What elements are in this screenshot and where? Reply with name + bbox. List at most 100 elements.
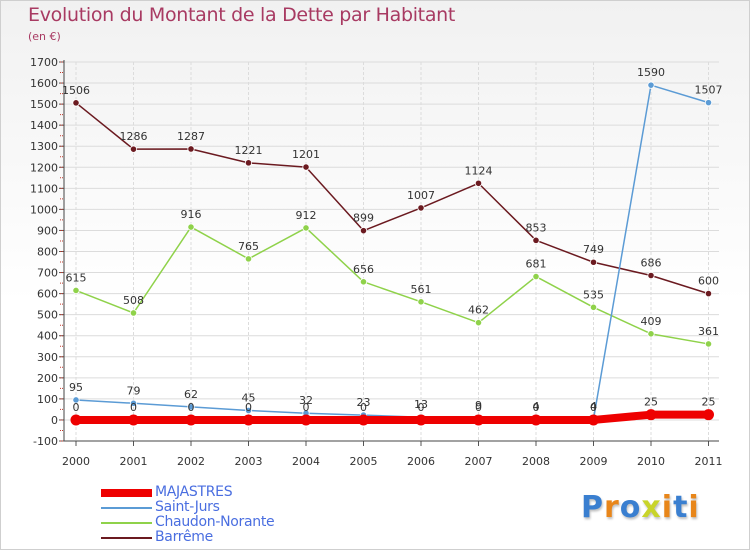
data-label-barr-me: 1221: [235, 144, 263, 157]
y-tick-label: 0: [51, 414, 58, 427]
data-point-chaudon-norante: [302, 224, 310, 232]
data-label-chaudon-norante: 361: [698, 325, 719, 338]
data-point-barr-me: [244, 159, 253, 167]
proxiti-logo: Proxiti: [581, 490, 700, 525]
y-tick-label: 1300: [30, 140, 58, 153]
logo-letter: i: [688, 490, 700, 525]
series-line-barr-me: [75, 102, 710, 295]
data-point-chaudon-norante: [72, 286, 80, 295]
data-point-majastres: [70, 414, 82, 426]
y-tick-label: 1200: [30, 161, 58, 174]
legend-swatch-majastres: [101, 489, 152, 497]
data-label-chaudon-norante: 916: [181, 208, 202, 221]
data-point-chaudon-norante: [129, 309, 138, 317]
data-label-saint-jurs: 9: [475, 399, 482, 412]
data-label-barr-me: 1506: [62, 84, 90, 97]
y-tick-label: 1400: [30, 119, 58, 132]
data-point-saint-jurs: [647, 81, 655, 89]
y-tick-label: 200: [37, 372, 58, 385]
data-label-chaudon-norante: 765: [238, 240, 259, 253]
y-tick-label: 1500: [30, 98, 58, 111]
data-label-saint-jurs: 23: [357, 396, 371, 409]
data-label-saint-jurs: 45: [242, 391, 256, 404]
data-label-saint-jurs: 4: [590, 400, 597, 413]
logo-letter: t: [673, 490, 689, 525]
x-tick-label: 2006: [407, 455, 435, 468]
data-label-chaudon-norante: 535: [583, 288, 604, 301]
data-point-chaudon-norante: [187, 223, 195, 231]
series-line-majastres: [72, 410, 713, 424]
data-label-chaudon-norante: 615: [66, 271, 87, 284]
data-label-barr-me: 1007: [407, 189, 435, 202]
y-tick-label: 700: [37, 267, 58, 280]
logo-letter: P: [581, 490, 604, 525]
data-label-majastres: 0: [360, 401, 367, 414]
chart-subtitle: (en €): [28, 30, 61, 43]
data-label-barr-me: 749: [583, 243, 604, 256]
x-tick-label: 2002: [177, 455, 205, 468]
data-label-barr-me: 1124: [465, 164, 493, 177]
data-label-majastres: 25: [702, 396, 716, 409]
data-label-saint-jurs: 62: [184, 388, 198, 401]
x-tick-label: 2001: [120, 455, 148, 468]
data-point-majastres: [243, 414, 254, 426]
logo-letter: r: [604, 490, 620, 525]
y-tick-label: 1600: [30, 77, 58, 90]
x-tick-label: 2010: [637, 455, 665, 468]
data-point-majastres: [645, 409, 657, 421]
data-point-chaudon-norante: [532, 272, 540, 281]
legend-swatch-chaudon-norante: [101, 522, 152, 524]
data-point-saint-jurs: [187, 403, 195, 411]
y-tick-label: 1700: [30, 56, 58, 69]
data-label-barr-me: 1286: [120, 130, 148, 143]
data-label-saint-jurs: 95: [69, 381, 83, 394]
data-label-chaudon-norante: 409: [641, 315, 662, 328]
legend-swatch-barreme: [101, 537, 152, 539]
data-point-barr-me: [72, 99, 80, 107]
data-point-chaudon-norante: [589, 303, 598, 311]
data-label-barr-me: 600: [698, 275, 719, 288]
x-tick-label: 2007: [465, 455, 493, 468]
y-tick-label: 1000: [30, 203, 58, 216]
data-point-majastres: [530, 414, 542, 426]
data-label-majastres: 0: [130, 401, 137, 414]
data-label-majastres: 0: [245, 401, 252, 414]
logo-letter: x: [641, 490, 662, 525]
data-point-barr-me: [474, 179, 483, 187]
data-point-saint-jurs: [72, 396, 80, 404]
data-point-barr-me: [704, 290, 713, 298]
y-tick-label: 400: [37, 330, 58, 343]
data-label-majastres: 25: [644, 396, 658, 409]
legend-label-majastres: MAJASTRES: [155, 484, 233, 500]
data-label-barr-me: 853: [526, 221, 547, 234]
legend-label-barreme: Barrême: [155, 529, 213, 545]
y-tick-label: 600: [37, 288, 58, 301]
data-point-majastres: [703, 409, 714, 421]
data-label-majastres: 0: [188, 401, 195, 414]
data-point-majastres: [588, 414, 599, 426]
x-tick-label: 2009: [580, 455, 608, 468]
data-label-majastres: 0: [475, 401, 482, 414]
data-label-saint-jurs: 1507: [695, 84, 723, 97]
data-point-saint-jurs: [704, 99, 713, 107]
data-point-barr-me: [302, 163, 310, 171]
data-point-majastres: [300, 414, 312, 426]
data-point-majastres: [415, 414, 427, 426]
data-point-barr-me: [359, 227, 368, 235]
data-label-barr-me: 1201: [292, 148, 320, 161]
data-label-majastres: 0: [418, 401, 425, 414]
y-tick-label: 800: [37, 246, 58, 259]
data-label-chaudon-norante: 681: [526, 258, 547, 271]
data-point-majastres: [185, 414, 197, 426]
y-tick-label: 300: [37, 351, 58, 364]
data-point-majastres: [128, 414, 139, 426]
data-label-saint-jurs: 79: [127, 384, 141, 397]
data-point-barr-me: [417, 204, 425, 212]
data-label-saint-jurs: 4: [533, 400, 540, 413]
data-point-majastres: [473, 414, 484, 426]
data-label-barr-me: 686: [641, 257, 662, 270]
data-label-chaudon-norante: 462: [468, 304, 489, 317]
x-tick-label: 2008: [522, 455, 550, 468]
data-label-majastres: 0: [590, 401, 597, 414]
series-line-chaudon-norante: [75, 226, 710, 345]
